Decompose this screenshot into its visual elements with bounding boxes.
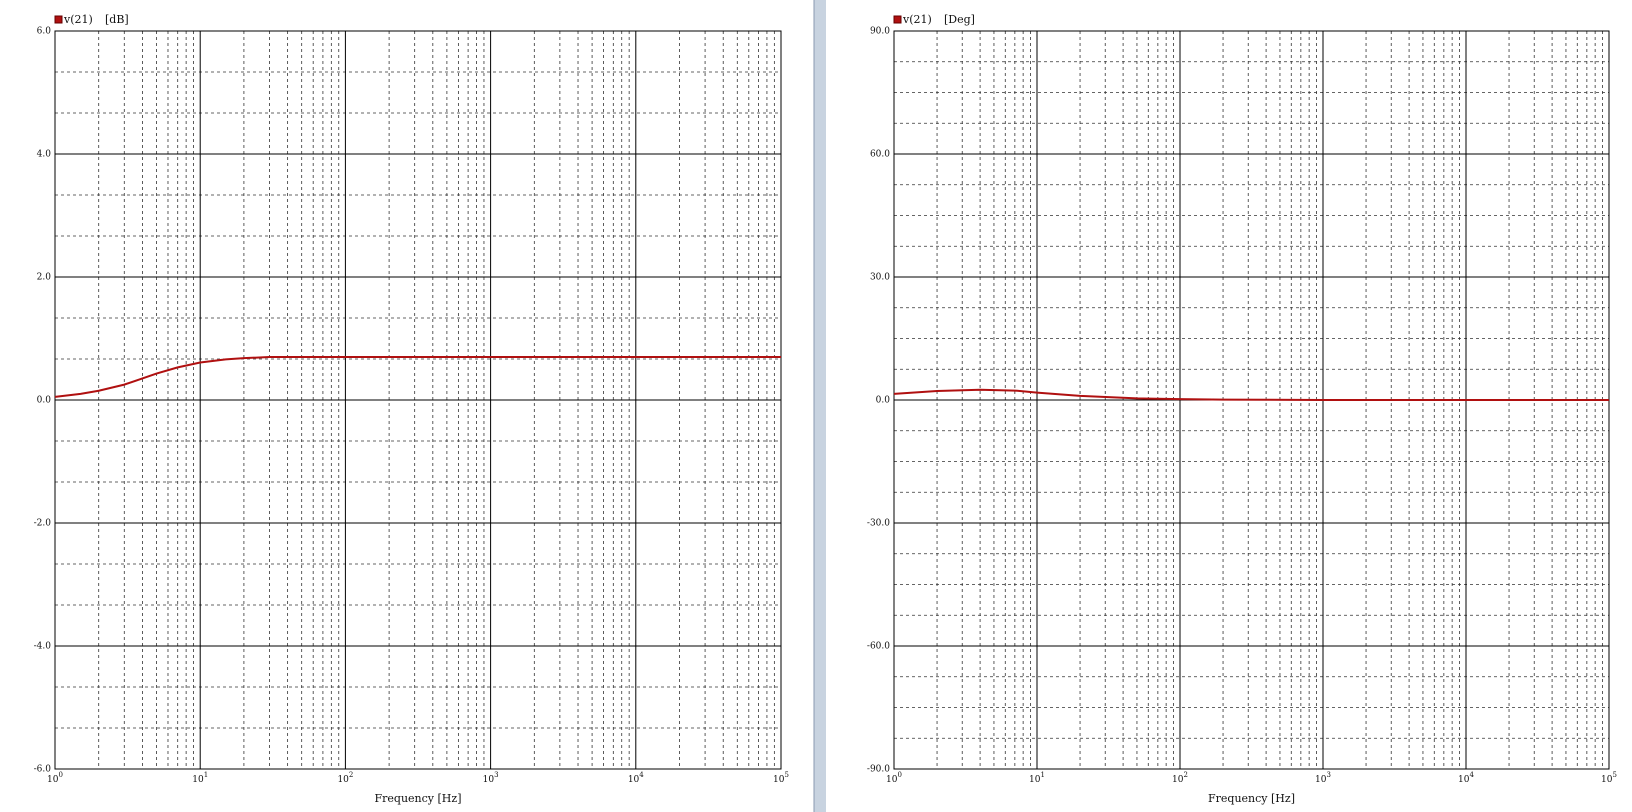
x-tick-base: 10 bbox=[192, 775, 204, 785]
x-tick-base: 10 bbox=[47, 775, 59, 785]
y-tick-label: -30.0 bbox=[867, 519, 890, 529]
x-tick-label: 104 bbox=[628, 771, 644, 785]
x-tick-base: 10 bbox=[1315, 775, 1327, 785]
series-line bbox=[54, 355, 781, 398]
x-tick-exp: 1 bbox=[1040, 771, 1044, 779]
x-tick-exp: 4 bbox=[1469, 771, 1474, 779]
x-tick-label: 103 bbox=[483, 771, 499, 785]
splitter[interactable] bbox=[814, 0, 826, 812]
y-tick-label: 2.0 bbox=[37, 273, 52, 283]
x-tick-base: 10 bbox=[886, 775, 898, 785]
x-tick-base: 10 bbox=[1029, 775, 1041, 785]
x-tick-base: 10 bbox=[337, 775, 349, 785]
legend-swatch bbox=[54, 15, 63, 24]
x-tick-label: 103 bbox=[1315, 771, 1331, 785]
y-tick-label: -2.0 bbox=[34, 519, 52, 529]
x-tick-label: 101 bbox=[1029, 771, 1045, 785]
legend-label: v(21) bbox=[63, 13, 93, 26]
x-tick-base: 10 bbox=[1601, 775, 1613, 785]
x-tick-exp: 0 bbox=[58, 771, 62, 779]
y-tick-label: 0.0 bbox=[876, 396, 891, 406]
x-tick-label: 101 bbox=[192, 771, 208, 785]
x-tick-exp: 5 bbox=[784, 771, 788, 779]
plot-frame bbox=[54, 30, 782, 770]
y-tick-label: 6.0 bbox=[37, 27, 52, 37]
x-tick-exp: 3 bbox=[494, 771, 498, 779]
legend-label: v(21) bbox=[902, 13, 932, 26]
x-tick-label: 102 bbox=[1172, 771, 1188, 785]
y-tick-label: 0.0 bbox=[37, 396, 52, 406]
y-tick-label: 60.0 bbox=[870, 150, 890, 160]
x-tick-label: 102 bbox=[337, 771, 353, 785]
y-tick-label: 30.0 bbox=[870, 273, 890, 283]
x-axis-label: Frequency [Hz] bbox=[375, 792, 462, 805]
y-tick-label: -4.0 bbox=[34, 642, 52, 652]
x-tick-base: 10 bbox=[628, 775, 640, 785]
x-tick-base: 10 bbox=[1458, 775, 1470, 785]
y-tick-label: -60.0 bbox=[867, 642, 890, 652]
x-tick-label: 105 bbox=[773, 771, 789, 785]
y-tick-label: -90.0 bbox=[867, 765, 890, 775]
x-tick-label: 100 bbox=[47, 771, 63, 785]
x-tick-base: 10 bbox=[1172, 775, 1184, 785]
x-axis-label: Frequency [Hz] bbox=[1208, 792, 1295, 805]
x-tick-exp: 2 bbox=[1183, 771, 1187, 779]
y-unit: [Deg] bbox=[944, 13, 975, 26]
x-tick-label: 104 bbox=[1458, 771, 1474, 785]
y-tick-label: -6.0 bbox=[34, 765, 52, 775]
x-tick-exp: 0 bbox=[897, 771, 901, 779]
x-tick-exp: 1 bbox=[204, 771, 208, 779]
x-tick-label: 100 bbox=[886, 771, 902, 785]
x-tick-exp: 4 bbox=[639, 771, 644, 779]
x-tick-exp: 2 bbox=[349, 771, 353, 779]
x-tick-base: 10 bbox=[773, 775, 785, 785]
x-tick-exp: 3 bbox=[1326, 771, 1330, 779]
series-line bbox=[893, 388, 1609, 401]
legend-swatch bbox=[893, 15, 902, 24]
y-unit: [dB] bbox=[105, 13, 129, 26]
x-tick-base: 10 bbox=[483, 775, 495, 785]
y-tick-label: 90.0 bbox=[870, 27, 890, 37]
x-tick-exp: 5 bbox=[1612, 771, 1616, 779]
x-tick-label: 105 bbox=[1601, 771, 1617, 785]
y-tick-label: 4.0 bbox=[37, 150, 52, 160]
